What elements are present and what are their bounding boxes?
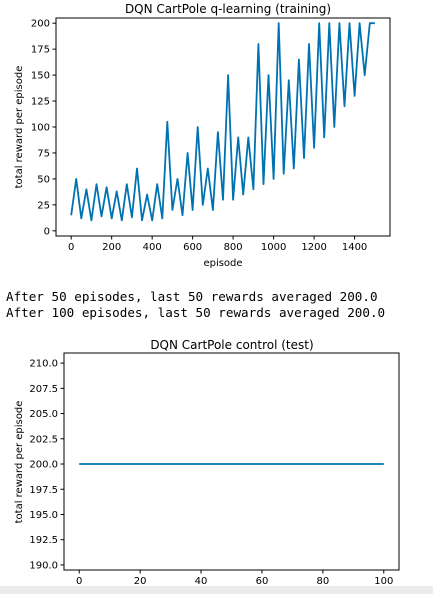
- x-tick-label: 40: [195, 576, 208, 586]
- training-chart: DQN CartPole q-learning (training) 0 200 4…: [14, 2, 391, 269]
- scrollbar-track[interactable]: [0, 586, 433, 594]
- x-tick-label: 80: [316, 576, 329, 586]
- y-ticks: 190.0 192.5 195.0 197.5 200.0 202.5 205.0 207.5…: [29, 359, 64, 571]
- y-tick-label: 50: [37, 174, 50, 185]
- test-chart: DQN CartPole control (test) 0 20 40 60 80 100…: [14, 338, 400, 586]
- output-line: After 50 episodes, last 50 rewards avera…: [6, 289, 378, 304]
- plot-area: [70, 22, 375, 222]
- output-line: After 100 episodes, last 50 rewards aver…: [6, 305, 386, 320]
- x-tick-label: 200: [102, 242, 121, 253]
- chart-title: DQN CartPole control (test): [150, 338, 313, 352]
- axes-frame: [63, 352, 400, 571]
- x-tick-label: 20: [134, 576, 147, 586]
- y-tick-label: 125: [31, 97, 50, 108]
- y-axis-label: total reward per episode: [14, 66, 25, 189]
- y-tick-label: 150: [31, 71, 50, 82]
- x-tick-label: 60: [256, 576, 269, 586]
- y-tick-label: 190.0: [29, 560, 58, 571]
- x-tick-label: 1400: [342, 242, 367, 253]
- y-tick-label: 195.0: [29, 510, 58, 521]
- y-tick-label: 207.5: [29, 384, 58, 395]
- y-ticks: 0 25 50 75 100 125 150 175 200: [31, 19, 56, 237]
- y-tick-label: 192.5: [29, 535, 58, 546]
- x-tick-label: 1000: [261, 242, 286, 253]
- stdout-output: After 50 episodes, last 50 rewards avera…: [6, 289, 385, 321]
- axes-frame: [55, 17, 391, 237]
- y-tick-label: 210.0: [29, 359, 58, 370]
- x-ticks: 0 20 40 60 80 100: [76, 570, 393, 586]
- y-tick-label: 175: [31, 45, 50, 56]
- chart-title: DQN CartPole q-learning (training): [125, 2, 331, 16]
- x-tick-label: 800: [224, 242, 243, 253]
- y-tick-label: 205.0: [29, 409, 58, 420]
- x-tick-label: 0: [76, 576, 82, 586]
- y-tick-label: 202.5: [29, 434, 58, 445]
- y-tick-label: 75: [37, 148, 50, 159]
- x-ticks: 0 200 400 600 800 1000 1200 1400: [68, 236, 367, 253]
- y-tick-label: 0: [44, 226, 50, 237]
- y-tick-label: 200.0: [29, 460, 58, 471]
- x-tick-label: 400: [143, 242, 162, 253]
- x-tick-label: 1200: [301, 242, 326, 253]
- series-line: [70, 22, 375, 222]
- y-tick-label: 25: [37, 200, 50, 211]
- y-axis-label: total reward per episode: [14, 401, 25, 524]
- x-tick-label: 100: [374, 576, 393, 586]
- x-tick-label: 0: [68, 242, 74, 253]
- x-axis-label: episode: [203, 258, 242, 269]
- y-tick-label: 197.5: [29, 485, 58, 496]
- y-tick-label: 100: [31, 123, 50, 134]
- y-tick-label: 200: [31, 19, 50, 30]
- x-tick-label: 600: [183, 242, 202, 253]
